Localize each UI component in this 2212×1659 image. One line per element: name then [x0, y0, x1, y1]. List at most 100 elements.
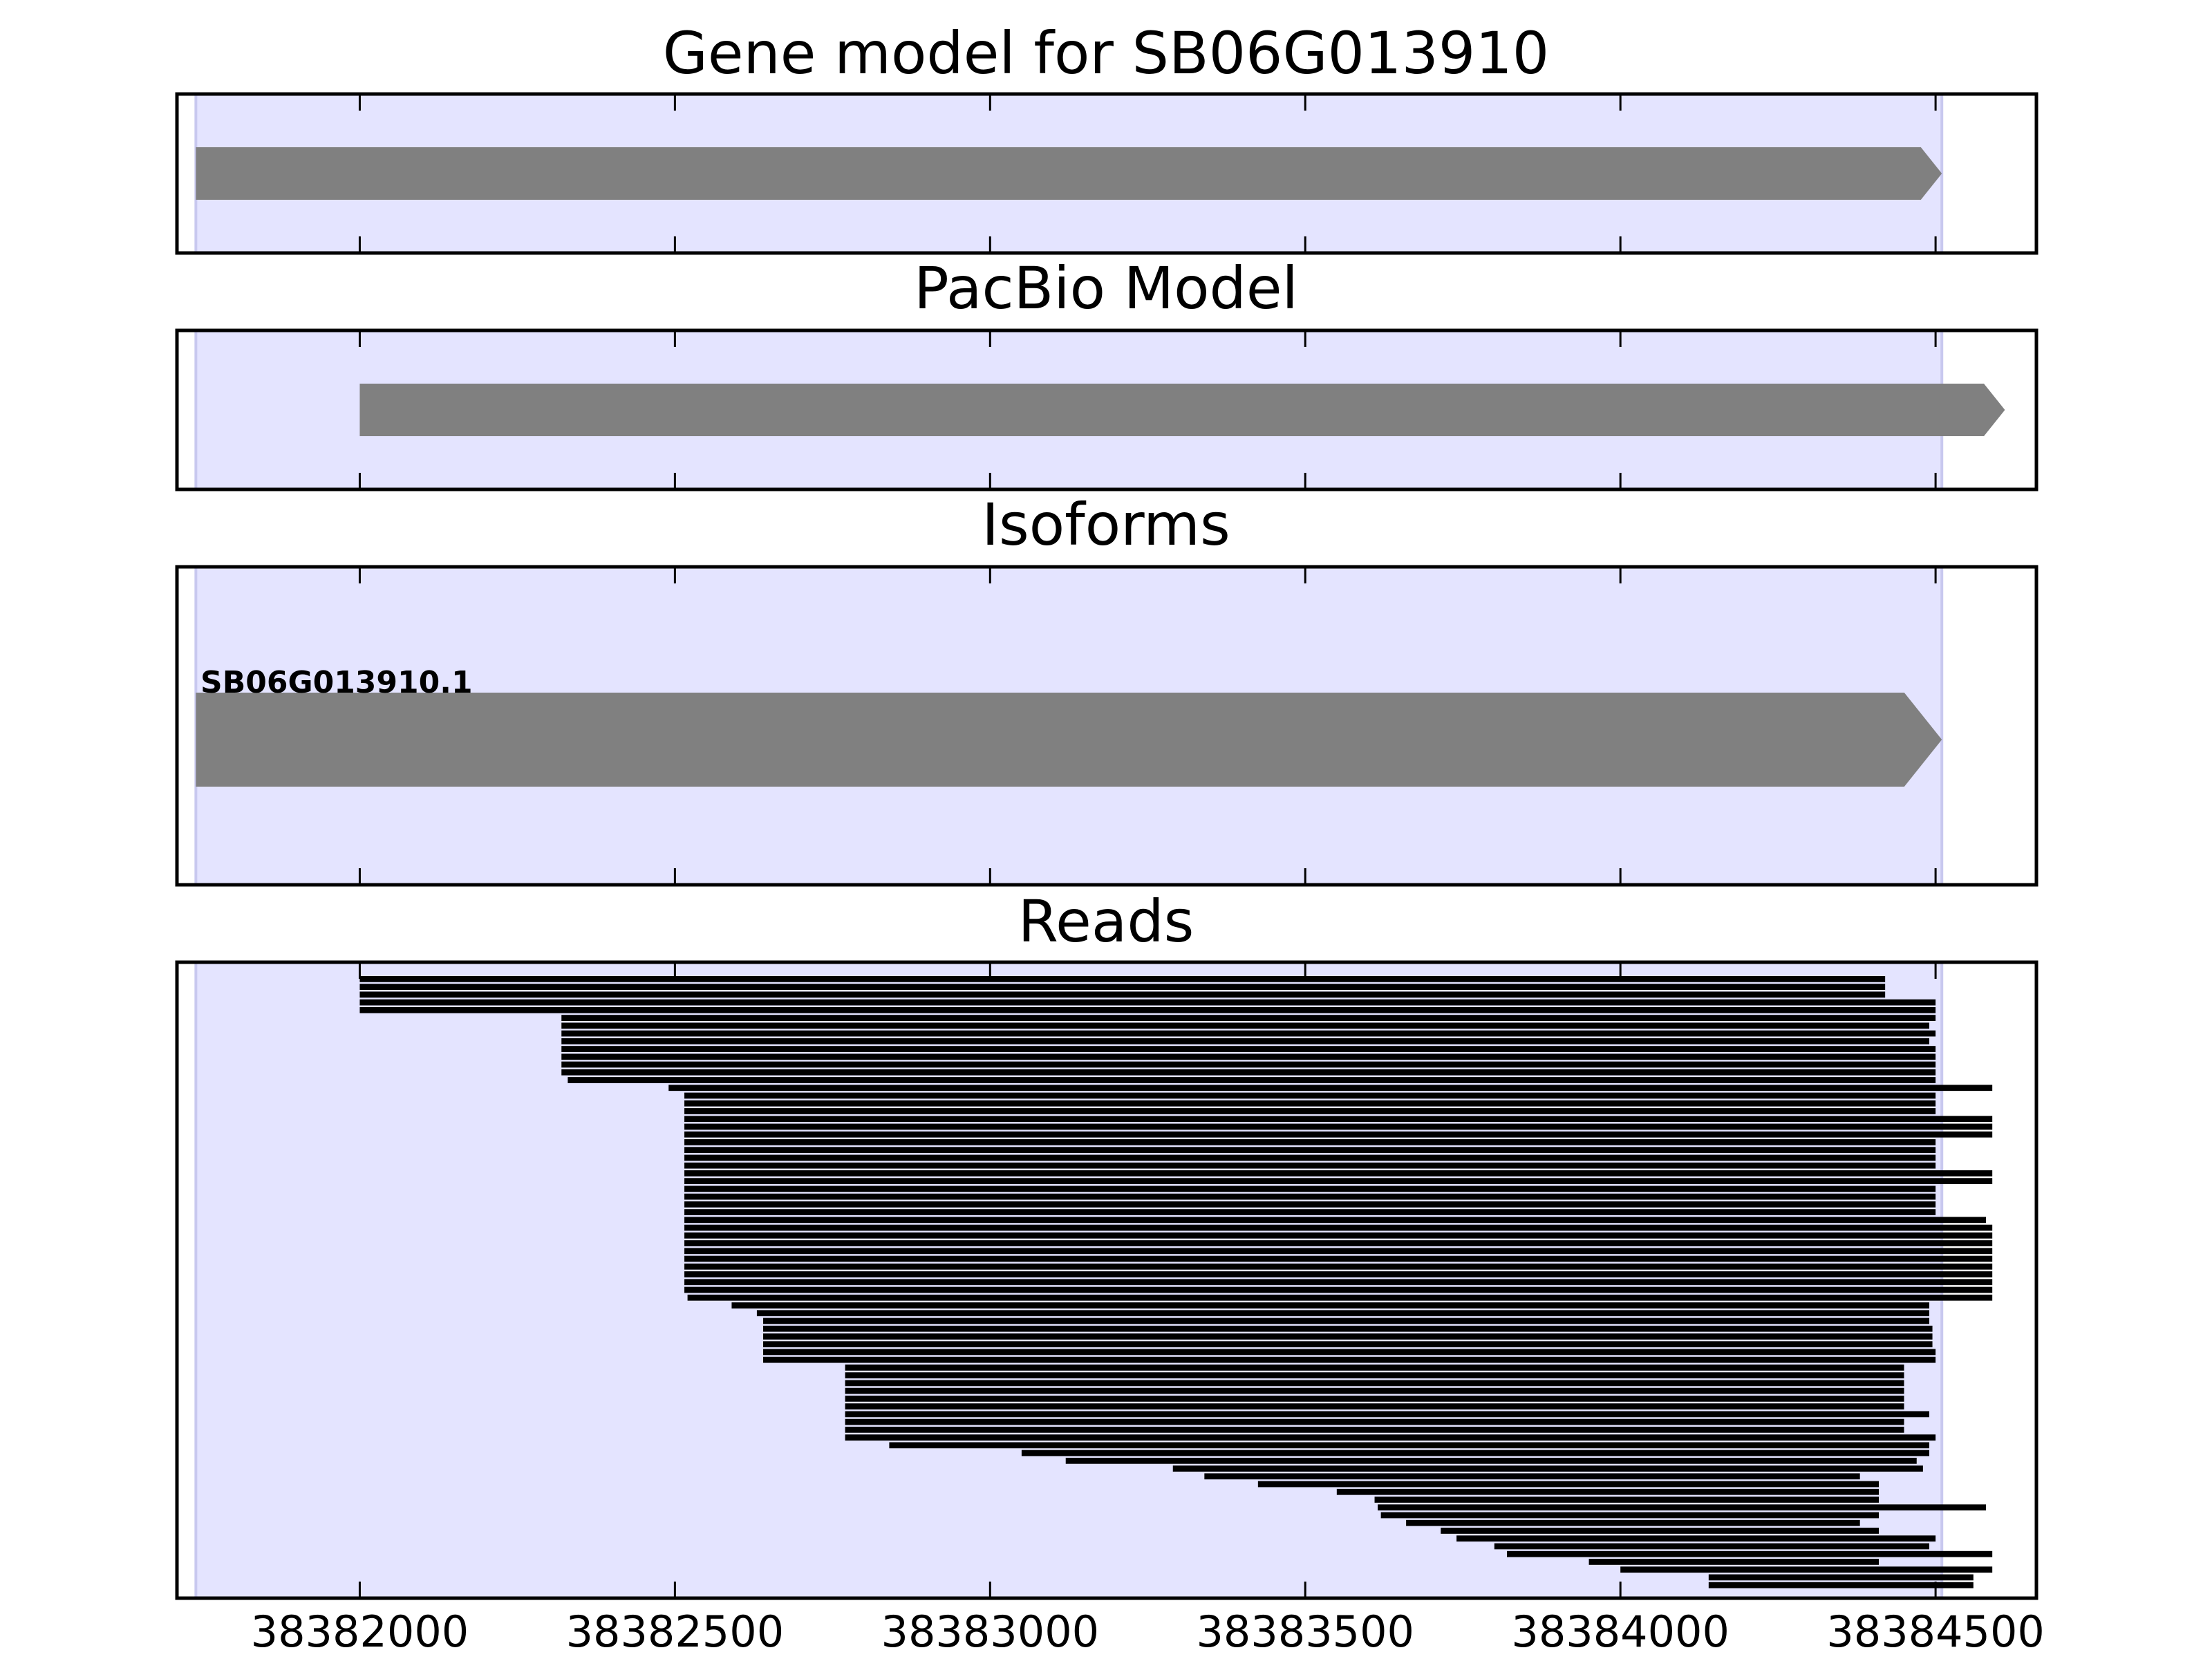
gene-model-title: Gene model for SB06G013910: [663, 19, 1549, 87]
read-bar: [763, 1333, 1933, 1340]
read-bar: [561, 1015, 1936, 1021]
read-bar: [1456, 1535, 1936, 1542]
read-bar: [687, 1294, 1993, 1301]
read-bar: [1507, 1550, 1993, 1557]
read-bar: [1708, 1574, 1974, 1581]
read-bar: [561, 1030, 1936, 1037]
pacbio-model-frame: [175, 328, 2038, 491]
read-bar: [684, 1123, 1993, 1130]
pacbio-model-title: PacBio Model: [914, 254, 1298, 322]
read-bar: [561, 1046, 1936, 1052]
read-bar: [684, 1209, 1936, 1215]
feature-arrow: [359, 384, 2005, 436]
read-bar: [684, 1185, 1936, 1192]
read-bar: [763, 1349, 1936, 1356]
x-tick-label: 38384000: [1511, 1606, 1730, 1657]
x-axis-tick-labels: 38382000 38382500 38383000 38383500 38384000…: [251, 1606, 2045, 1657]
x-tick-label: 38383000: [881, 1606, 1100, 1657]
read-bar: [684, 1240, 1993, 1246]
read-bar: [684, 1170, 1993, 1177]
read-bar: [561, 1053, 1936, 1060]
read-bar: [1336, 1488, 1880, 1495]
read-bar: [684, 1100, 1936, 1107]
read-bar: [684, 1263, 1993, 1270]
read-bar: [845, 1426, 1904, 1433]
reads-bars: [359, 976, 1993, 1588]
read-bar: [359, 1006, 1936, 1013]
x-tick-label: 38384500: [1826, 1606, 2045, 1657]
pacbio-model-panel: PacBio Model: [175, 254, 2038, 491]
read-bar: [1257, 1481, 1880, 1488]
reads-frame: [175, 960, 2038, 1600]
reads-title: Reads: [1018, 888, 1194, 955]
read-bar: [845, 1403, 1904, 1409]
read-bar: [1380, 1512, 1880, 1519]
read-bar: [1204, 1473, 1860, 1480]
read-bar: [684, 1232, 1993, 1239]
read-bar: [561, 1061, 1936, 1068]
read-bar: [359, 991, 1886, 998]
read-bar: [845, 1387, 1904, 1394]
read-bar: [1065, 1457, 1917, 1464]
read-bar: [684, 1201, 1936, 1208]
isoforms-features: [196, 693, 1942, 787]
isoforms-tick-marks: [358, 567, 1937, 885]
read-bar: [1378, 1504, 1987, 1511]
read-bar: [1708, 1582, 1974, 1588]
read-bar: [889, 1442, 1929, 1449]
read-bar: [756, 1310, 1929, 1317]
read-bar: [1172, 1465, 1923, 1472]
read-bar: [763, 1356, 1936, 1363]
read-bar: [684, 1279, 1993, 1286]
read-bar: [684, 1248, 1993, 1255]
read-bar: [561, 1022, 1929, 1029]
isoforms-frame: [175, 565, 2038, 887]
read-bar: [845, 1395, 1904, 1402]
read-bar: [359, 976, 1886, 982]
isoform-label: SB06G013910.1: [200, 665, 473, 700]
read-bar: [568, 1077, 1936, 1083]
read-bar: [684, 1193, 1936, 1200]
feature-arrow: [196, 147, 1942, 200]
pacbio-model-tick-marks: [358, 330, 1937, 489]
read-bar: [684, 1224, 1993, 1231]
read-bar: [1494, 1543, 1929, 1550]
read-bar: [845, 1380, 1904, 1387]
read-bar: [731, 1302, 1929, 1309]
read-bar: [561, 1038, 1929, 1044]
read-bar: [763, 1318, 1929, 1324]
read-bar: [1374, 1497, 1880, 1503]
read-bar: [684, 1147, 1936, 1154]
read-bar: [1588, 1559, 1880, 1565]
read-bar: [684, 1217, 1987, 1224]
read-bar: [763, 1341, 1933, 1348]
read-bar: [763, 1325, 1933, 1332]
read-bar: [1021, 1450, 1929, 1456]
reads-panel: Reads: [175, 888, 2038, 1600]
read-bar: [845, 1365, 1904, 1371]
read-bar: [684, 1286, 1993, 1293]
read-bar: [684, 1255, 1993, 1262]
read-bar: [561, 1069, 1936, 1076]
read-bar: [668, 1085, 1993, 1091]
x-tick-label: 38382000: [251, 1606, 469, 1657]
read-bar: [684, 1162, 1936, 1169]
read-bar: [684, 1116, 1993, 1123]
gene-model-frame: [175, 92, 2038, 255]
read-bar: [1441, 1528, 1880, 1534]
read-bar: [1406, 1519, 1860, 1526]
gene-model-tick-marks: [358, 94, 1937, 253]
read-bar: [684, 1092, 1936, 1099]
read-bar: [1620, 1566, 1993, 1573]
feature-arrow: [196, 693, 1942, 787]
x-tick-label: 38382500: [566, 1606, 785, 1657]
read-bar: [359, 999, 1936, 1006]
read-bar: [684, 1131, 1993, 1138]
read-bar: [684, 1139, 1936, 1145]
read-bar: [845, 1418, 1904, 1425]
read-bar: [684, 1178, 1993, 1185]
isoforms-panel: Isoforms SB06G013910.1: [175, 491, 2038, 887]
gene-model-features: [196, 147, 1942, 200]
read-bar: [845, 1434, 1936, 1441]
